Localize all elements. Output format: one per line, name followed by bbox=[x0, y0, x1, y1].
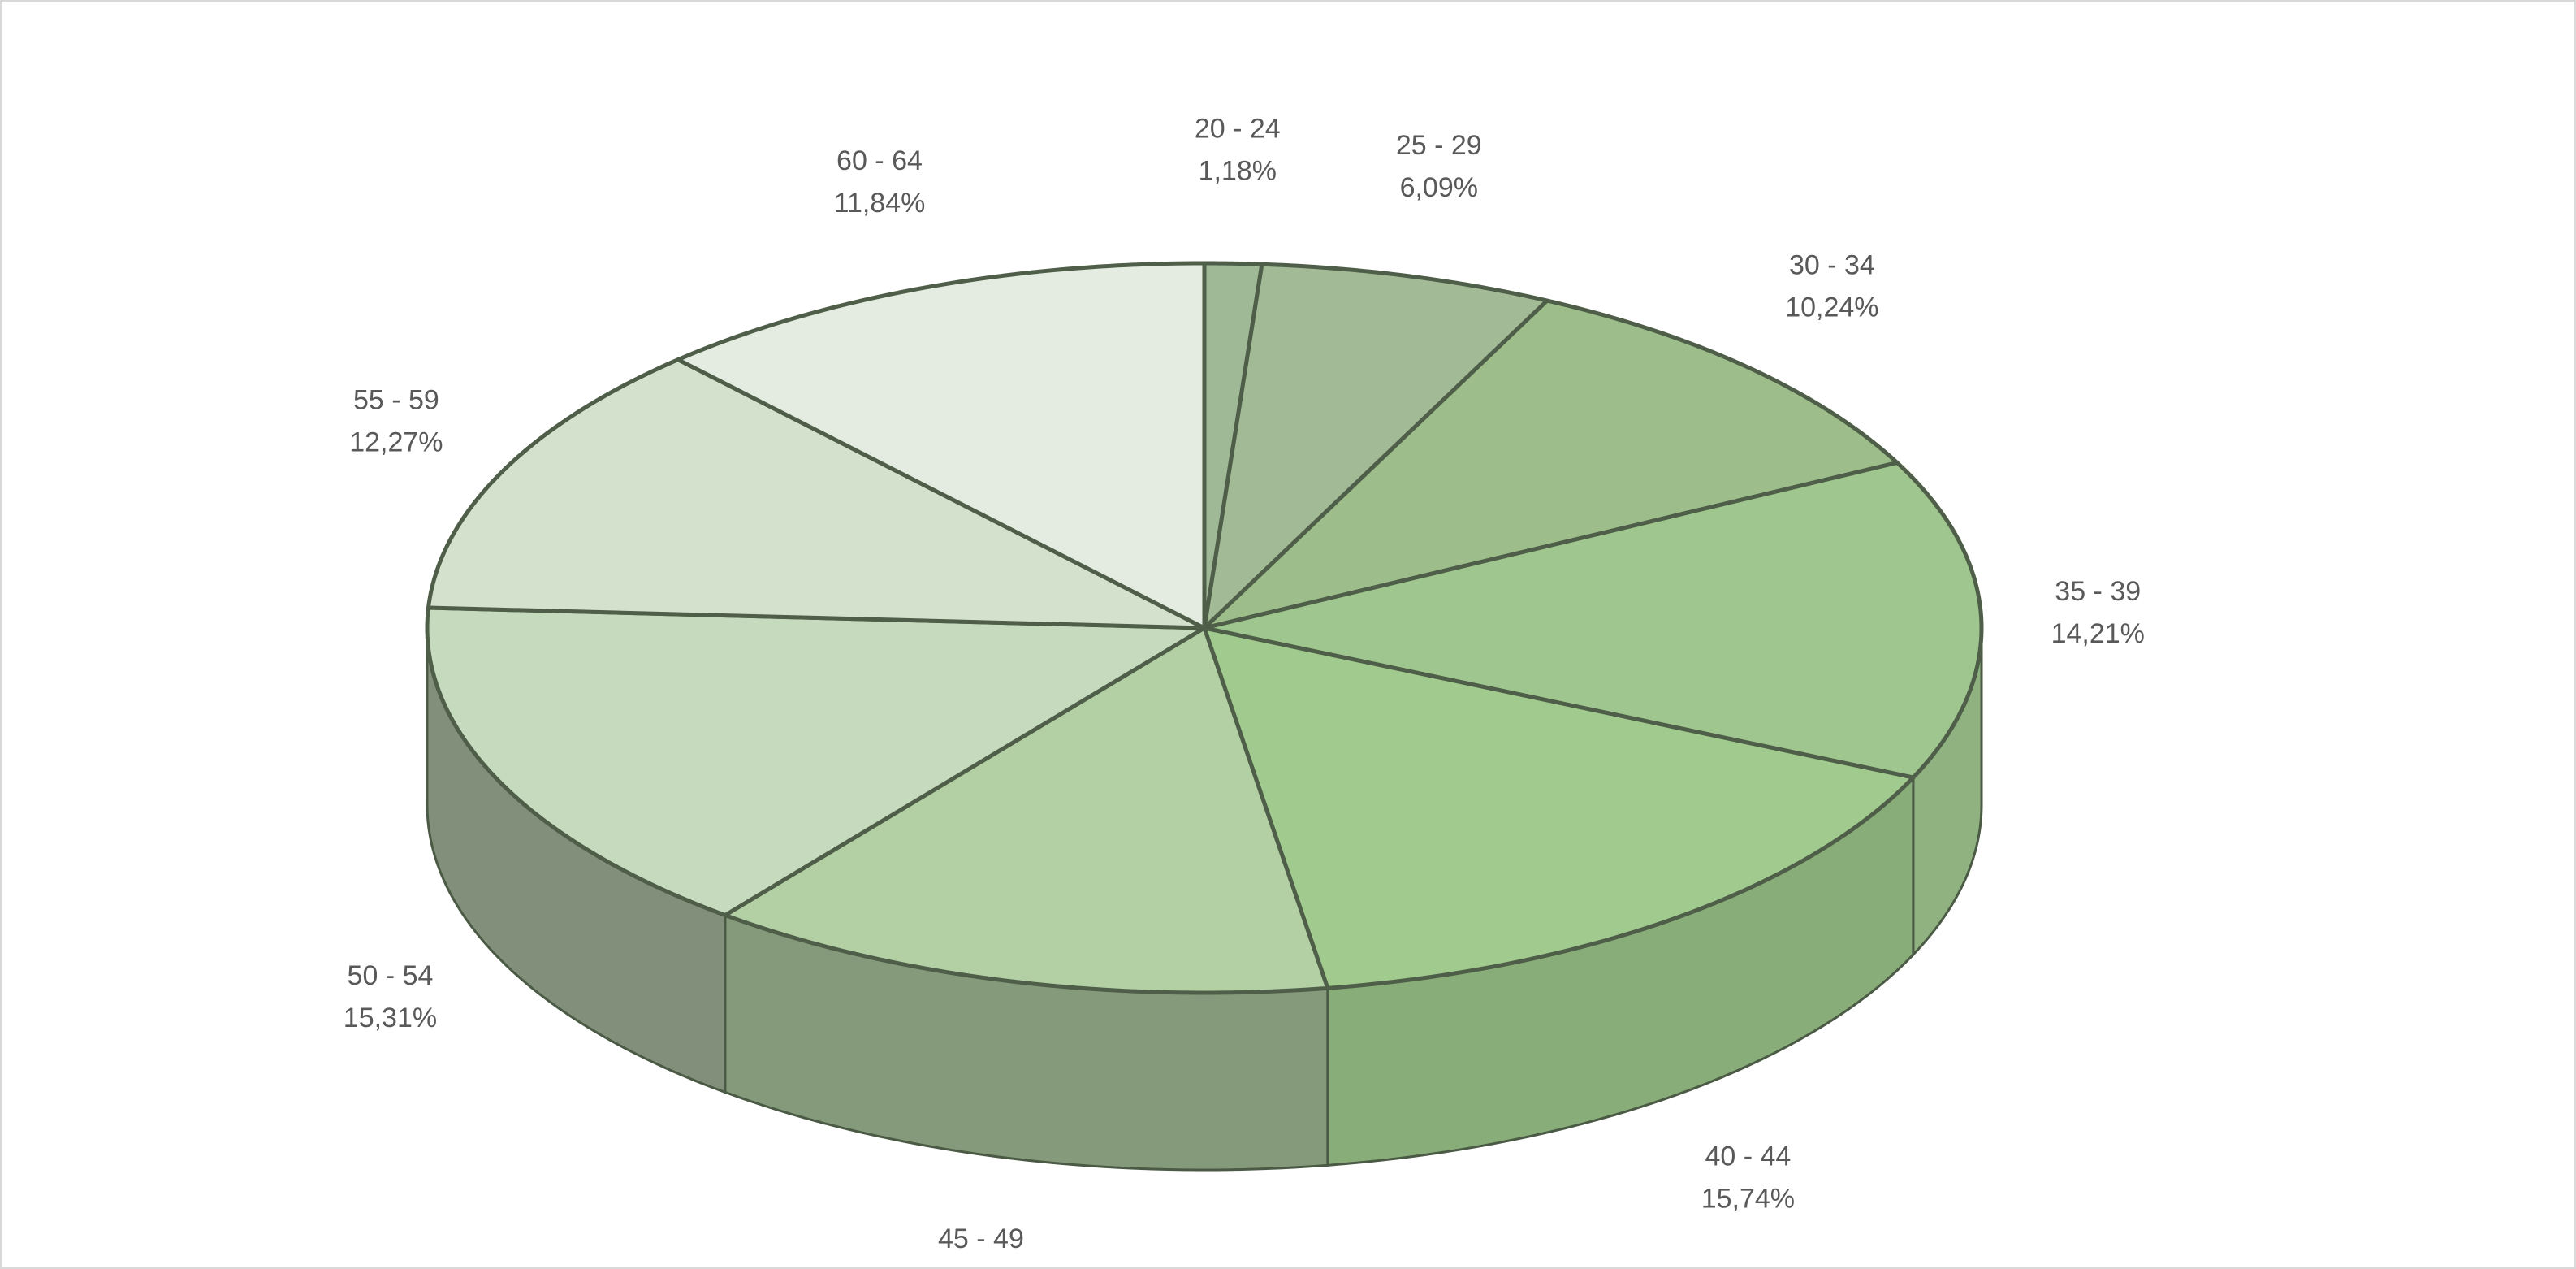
category-label: 60 - 64 bbox=[836, 145, 923, 176]
slice bbox=[1202, 626, 1916, 990]
category-label: 30 - 34 bbox=[1789, 249, 1875, 280]
slice bbox=[1202, 460, 1984, 780]
value-label: 13,11% bbox=[936, 1266, 1027, 1269]
category-label: 55 - 59 bbox=[353, 385, 439, 416]
slice bbox=[723, 626, 1330, 995]
value-label: 6,09% bbox=[1400, 172, 1478, 203]
value-label: 10,24% bbox=[1785, 292, 1878, 323]
value-label: 11,84% bbox=[834, 188, 926, 219]
slice bbox=[676, 261, 1207, 630]
pie-tops bbox=[425, 261, 1984, 995]
category-label: 25 - 29 bbox=[1396, 130, 1482, 161]
slice bbox=[1202, 298, 1900, 630]
slice bbox=[1202, 262, 1549, 630]
category-label: 35 - 39 bbox=[2055, 576, 2141, 607]
category-label: 50 - 54 bbox=[348, 960, 434, 991]
data-labels: 20 - 24 1,18% 25 - 29 6,09% 30 - 34 10,24% 35 … bbox=[344, 114, 2145, 1269]
value-label: 12,27% bbox=[349, 427, 443, 458]
value-label: 1,18% bbox=[1199, 156, 1277, 187]
pie-sides bbox=[426, 627, 1983, 1172]
value-label: 15,74% bbox=[1701, 1183, 1795, 1214]
category-label: 45 - 49 bbox=[938, 1224, 1024, 1254]
value-label: 15,31% bbox=[344, 1003, 437, 1033]
slice bbox=[426, 357, 1207, 630]
category-label: 40 - 44 bbox=[1705, 1141, 1791, 1172]
slice bbox=[425, 605, 1207, 917]
category-label: 20 - 24 bbox=[1195, 114, 1281, 145]
value-label: 14,21% bbox=[2051, 618, 2145, 649]
